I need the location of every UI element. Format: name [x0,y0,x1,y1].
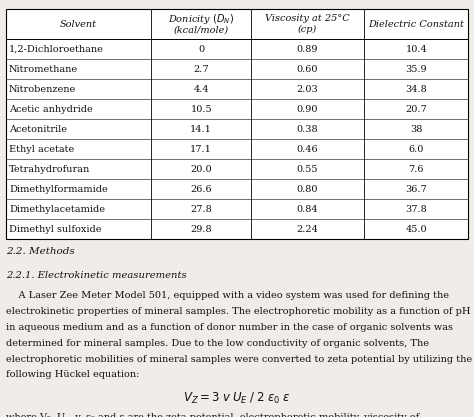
Text: 2.03: 2.03 [297,85,319,94]
Text: 2.2.1. Electrokinetic measurements: 2.2.1. Electrokinetic measurements [6,271,186,280]
Text: 2.24: 2.24 [297,225,319,234]
Text: 45.0: 45.0 [405,225,427,234]
Text: 17.1: 17.1 [190,145,212,154]
Text: 0.46: 0.46 [297,145,319,154]
Text: 26.6: 26.6 [191,185,212,194]
Text: determined for mineral samples. Due to the low conductivity of organic solvents,: determined for mineral samples. Due to t… [6,339,428,348]
Text: 0.60: 0.60 [297,65,319,74]
Text: Acetonitrile: Acetonitrile [9,125,67,134]
Text: 29.8: 29.8 [191,225,212,234]
Text: Acetic anhydride: Acetic anhydride [9,105,93,114]
Text: 10.4: 10.4 [405,45,427,54]
Text: electrophoretic mobilities of mineral samples were converted to zeta potential b: electrophoretic mobilities of mineral sa… [6,354,472,364]
Text: $V_Z = 3\;v\;U_E\;/\;2\;\varepsilon_0\;\varepsilon$: $V_Z = 3\;v\;U_E\;/\;2\;\varepsilon_0\;\… [183,391,291,406]
Text: 1,2-Dichloroethane: 1,2-Dichloroethane [9,45,104,54]
Text: 36.7: 36.7 [405,185,427,194]
Text: 38: 38 [410,125,422,134]
Text: 35.9: 35.9 [405,65,427,74]
Text: Dimethylformamide: Dimethylformamide [9,185,108,194]
Text: (cp): (cp) [298,25,317,34]
Text: 20.7: 20.7 [405,105,427,114]
Text: Tetrahydrofuran: Tetrahydrofuran [9,165,90,174]
Text: Ethyl acetate: Ethyl acetate [9,145,74,154]
Text: (kcal/mole): (kcal/mole) [173,25,229,34]
Text: 37.8: 37.8 [405,205,427,214]
Text: Dimethylacetamide: Dimethylacetamide [9,205,105,214]
Text: 7.6: 7.6 [409,165,424,174]
Text: 6.0: 6.0 [409,145,424,154]
Text: 0.38: 0.38 [297,125,319,134]
Text: Solvent: Solvent [60,20,97,29]
Text: 0.90: 0.90 [297,105,319,114]
Text: 4.4: 4.4 [193,85,209,94]
Text: 20.0: 20.0 [191,165,212,174]
Text: 14.1: 14.1 [190,125,212,134]
Text: electrokinetic properties of mineral samples. The electrophoretic mobility as a : electrokinetic properties of mineral sam… [6,307,470,316]
Text: 2.2. Methods: 2.2. Methods [6,247,74,256]
Text: 0.55: 0.55 [297,165,319,174]
Text: Dimethyl sulfoxide: Dimethyl sulfoxide [9,225,101,234]
Bar [6,9,468,239]
Text: Viscosity at 25°C: Viscosity at 25°C [265,14,350,23]
Text: 0.84: 0.84 [297,205,319,214]
Text: where V₂, Uₑ, v, ε₀ and ε are the zeta potential, electrophoretic mobility, visc: where V₂, Uₑ, v, ε₀ and ε are the zeta p… [6,413,419,417]
Text: 0: 0 [198,45,204,54]
Text: 10.5: 10.5 [191,105,212,114]
Text: Dielectric Constant: Dielectric Constant [368,20,464,29]
Text: 34.8: 34.8 [405,85,427,94]
Text: 0.89: 0.89 [297,45,319,54]
Text: Nitromethane: Nitromethane [9,65,78,74]
Text: 0.80: 0.80 [297,185,319,194]
Text: A Laser Zee Meter Model 501, equipped with a video system was used for defining : A Laser Zee Meter Model 501, equipped wi… [6,291,449,300]
Text: Donicity $(D_N)$: Donicity $(D_N)$ [168,12,234,26]
Text: 2.7: 2.7 [193,65,209,74]
Text: Nitrobenzene: Nitrobenzene [9,85,76,94]
Text: in aqueous medium and as a function of donor number in the case of organic solve: in aqueous medium and as a function of d… [6,323,453,332]
Text: 27.8: 27.8 [190,205,212,214]
Text: following Hückel equation:: following Hückel equation: [6,370,139,379]
